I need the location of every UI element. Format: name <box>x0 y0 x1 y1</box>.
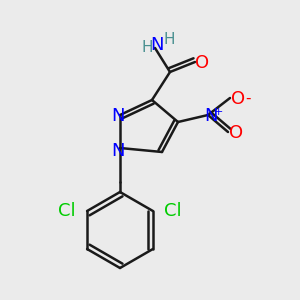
Text: N: N <box>150 36 164 54</box>
Text: N: N <box>204 107 218 125</box>
Text: H: H <box>141 40 153 55</box>
Text: O: O <box>229 124 243 142</box>
Text: N: N <box>111 107 125 125</box>
Text: O: O <box>231 90 245 108</box>
Text: +: + <box>213 107 223 117</box>
Text: O: O <box>195 54 209 72</box>
Text: H: H <box>163 32 175 47</box>
Text: -: - <box>245 91 251 106</box>
Text: N: N <box>111 142 125 160</box>
Text: Cl: Cl <box>164 202 182 220</box>
Text: Cl: Cl <box>58 202 76 220</box>
